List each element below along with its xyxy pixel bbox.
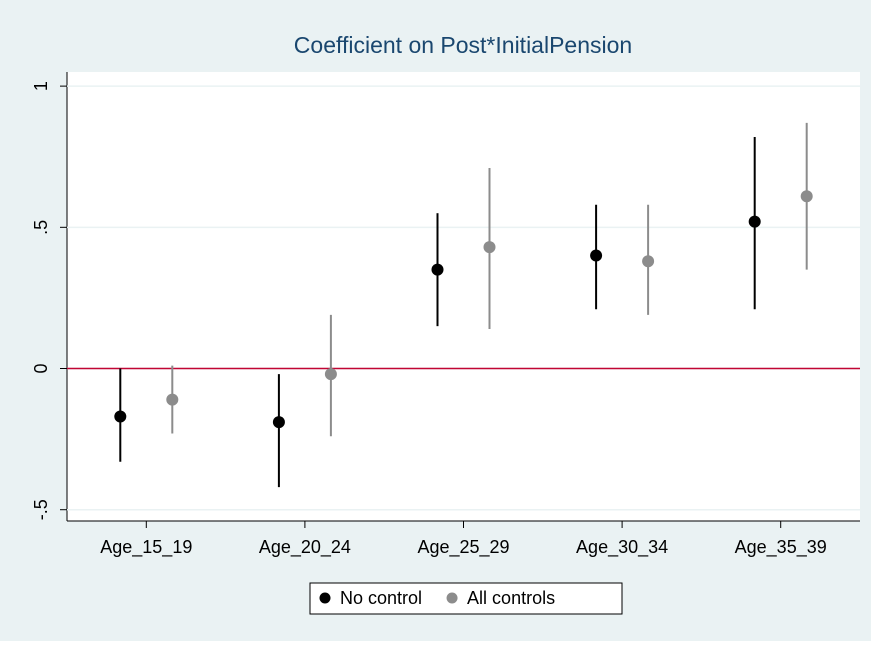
x-tick-label: Age_25_29	[417, 537, 509, 558]
y-tick-label: .5	[31, 220, 51, 235]
y-tick-label: 0	[31, 364, 51, 374]
plot-area	[67, 72, 860, 521]
chart-title: Coefficient on Post*InitialPension	[294, 32, 632, 58]
y-tick-label: 1	[31, 81, 51, 91]
legend-label: All controls	[467, 588, 555, 608]
point	[590, 249, 603, 262]
legend: No control All controls	[309, 582, 623, 615]
legend-marker	[319, 592, 331, 604]
point	[431, 263, 444, 276]
y-tick-label: -.5	[31, 499, 51, 520]
point	[800, 190, 813, 203]
legend-box	[309, 582, 623, 615]
x-tick-label: Age_35_39	[735, 537, 827, 558]
point	[114, 410, 127, 423]
point	[272, 416, 285, 429]
legend-label: No control	[340, 588, 422, 608]
x-tick-label: Age_20_24	[259, 537, 351, 558]
point	[324, 368, 337, 381]
point	[642, 255, 655, 268]
point	[483, 241, 496, 254]
x-tick-label: Age_15_19	[100, 537, 192, 558]
legend-marker	[446, 592, 458, 604]
point	[748, 215, 761, 228]
point	[166, 393, 179, 406]
x-tick-label: Age_30_34	[576, 537, 668, 558]
